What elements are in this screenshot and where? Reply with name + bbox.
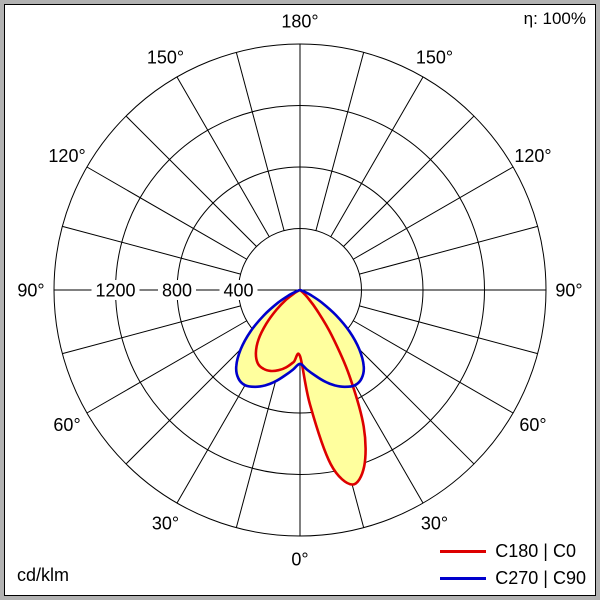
svg-text:120°: 120° bbox=[514, 146, 551, 166]
legend-line-blue bbox=[440, 577, 487, 580]
legend-row-c90: C270 | C90 bbox=[440, 568, 586, 589]
svg-text:90°: 90° bbox=[555, 280, 582, 300]
legend-line-red bbox=[440, 550, 487, 553]
legend: C180 | C0 C270 | C90 bbox=[440, 541, 586, 589]
svg-text:800: 800 bbox=[162, 280, 192, 300]
svg-text:60°: 60° bbox=[53, 415, 80, 435]
svg-text:120°: 120° bbox=[48, 146, 85, 166]
svg-text:1200: 1200 bbox=[95, 280, 135, 300]
svg-text:400: 400 bbox=[223, 280, 253, 300]
efficiency-label: η: 100% bbox=[523, 9, 586, 28]
unit-label: cd/klm bbox=[17, 565, 70, 585]
svg-text:0°: 0° bbox=[291, 549, 308, 569]
svg-text:150°: 150° bbox=[416, 47, 453, 67]
polar-chart: 400 800 1200 0° 30° 30° 60° 60° 90° 90° 120° 120° 15… bbox=[17, 11, 582, 569]
legend-row-c0: C180 | C0 bbox=[440, 541, 586, 562]
svg-text:90°: 90° bbox=[17, 280, 44, 300]
svg-text:180°: 180° bbox=[281, 11, 318, 31]
svg-text:30°: 30° bbox=[152, 513, 179, 533]
svg-text:60°: 60° bbox=[519, 415, 546, 435]
svg-text:150°: 150° bbox=[147, 47, 184, 67]
legend-label-c90: C270 | C90 bbox=[495, 568, 586, 588]
legend-label-c0: C180 | C0 bbox=[495, 541, 576, 561]
svg-text:30°: 30° bbox=[421, 513, 448, 533]
